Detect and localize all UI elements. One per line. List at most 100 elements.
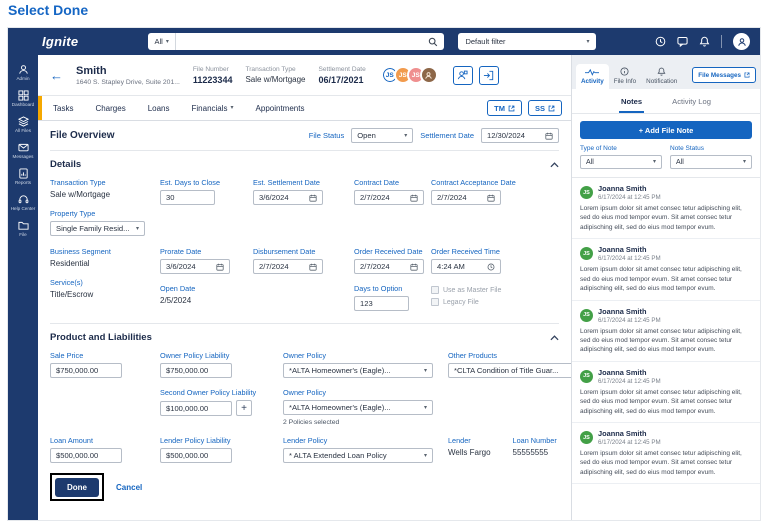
product-section-header: Product and Liabilities xyxy=(50,324,559,345)
calendar-icon xyxy=(487,194,495,202)
sidebar-item-all-files[interactable]: All Files xyxy=(8,116,38,133)
tab-file-info[interactable]: File Info xyxy=(609,63,641,89)
tab-tasks[interactable]: Tasks xyxy=(53,103,74,113)
note-card[interactable]: JS Joanna Smith 6/17/2024 at 12:45 PM Lo… xyxy=(572,178,760,240)
settlement-date-block: Settlement Date 06/17/2021 xyxy=(318,65,366,85)
sidebar-item-reports[interactable]: Reports xyxy=(8,168,38,185)
type-of-note-select[interactable]: All ▾ xyxy=(580,155,662,169)
add-policy-button[interactable]: + xyxy=(236,400,252,416)
tab-loans[interactable]: Loans xyxy=(147,103,170,113)
note-card[interactable]: JS Joanna Smith 6/17/2024 at 12:45 PM Lo… xyxy=(572,301,760,362)
page-title: File Overview xyxy=(50,130,115,141)
chevron-up-icon[interactable] xyxy=(550,334,559,341)
exit-file-button[interactable] xyxy=(478,65,499,85)
est-settlement-date-input[interactable]: 3/6/2024 xyxy=(253,190,323,205)
assign-contact-button[interactable] xyxy=(452,65,473,85)
order-received-date-input[interactable]: 2/7/2024 xyxy=(354,259,424,274)
subtab-activity-log[interactable]: Activity Log xyxy=(672,97,711,106)
tm-button[interactable]: TM xyxy=(487,100,522,116)
done-button[interactable]: Done xyxy=(55,478,99,497)
sidebar-item-dashboard[interactable]: Dashboard xyxy=(8,90,38,107)
sidebar-item-help-center[interactable]: Help Center xyxy=(8,194,38,211)
checkbox-box xyxy=(431,298,439,306)
search-icon[interactable] xyxy=(428,37,444,47)
add-file-note-button[interactable]: + Add File Note xyxy=(580,121,752,139)
clock-icon[interactable] xyxy=(655,36,666,47)
disbursement-date-input[interactable]: 2/7/2024 xyxy=(253,259,323,274)
headset-icon xyxy=(18,194,29,205)
days-to-option-input[interactable]: 123 xyxy=(354,296,409,311)
tab-charges[interactable]: Charges xyxy=(95,103,126,113)
transaction-type-block: Transaction Type Sale w/Mortgage xyxy=(245,66,306,84)
ignite-app-window: Ignite All ▾ Default filter ▾ xyxy=(8,28,760,520)
note-timestamp: 6/17/2024 at 12:45 PM xyxy=(598,439,661,447)
field-prorate-date: Prorate Date 3/6/2024 Open Date 2/5/2024 xyxy=(160,247,253,311)
field-owner-policy: Owner Policy *ALTA Homeowner's (Eagle)..… xyxy=(283,351,448,378)
sidebar-item-messages[interactable]: Messages xyxy=(8,142,38,159)
sale-price-input[interactable]: $750,000.00 xyxy=(50,363,122,378)
other-products-select[interactable]: *CLTA Condition of Title Guar... ▾ xyxy=(448,363,571,378)
chat-icon[interactable] xyxy=(677,36,688,47)
details-grid: Transaction Type Sale w/Mortgage Propert… xyxy=(50,172,559,324)
owner-policy-liability-input[interactable]: $750,000.00 xyxy=(160,363,232,378)
ss-button[interactable]: SS xyxy=(527,100,562,116)
legacy-file-checkbox[interactable]: Legacy File xyxy=(431,298,559,306)
dashboard-icon xyxy=(17,90,29,101)
app-body: Admin Dashboard All Files Messages Repor… xyxy=(8,55,760,520)
overview-settlement-date-input[interactable]: 12/30/2024 xyxy=(481,128,559,143)
file-messages-button[interactable]: File Messages xyxy=(692,67,756,83)
note-status-select[interactable]: All ▾ xyxy=(670,155,752,169)
contract-date-input[interactable]: 2/7/2024 xyxy=(354,190,424,205)
note-card[interactable]: JS Joanna Smith 6/17/2024 at 12:45 PM Lo… xyxy=(572,239,760,301)
lender-policy-select[interactable]: * ALTA Extended Loan Policy ▾ xyxy=(283,448,433,463)
avatar-photo[interactable] xyxy=(419,66,438,84)
cancel-link[interactable]: Cancel xyxy=(116,482,143,492)
contract-acceptance-date-input[interactable]: 2/7/2024 xyxy=(431,190,501,205)
back-arrow-button[interactable]: ← xyxy=(50,67,63,83)
note-avatar: JS xyxy=(580,369,593,383)
chevron-up-icon[interactable] xyxy=(550,161,559,168)
file-status-select[interactable]: Open ▾ xyxy=(351,128,414,143)
subtab-notes[interactable]: Notes xyxy=(619,94,645,113)
notes-card: Notes Activity Log + Add File Note Type … xyxy=(572,89,760,520)
note-avatar: JS xyxy=(580,247,593,261)
calendar-icon xyxy=(309,194,317,202)
chevron-down-icon: ▾ xyxy=(423,452,427,459)
chevron-down-icon: ▾ xyxy=(742,159,746,165)
user-avatar[interactable] xyxy=(733,33,750,50)
note-card[interactable]: JS Joanna Smith 6/17/2024 at 12:45 PM Lo… xyxy=(572,362,760,424)
ignite-logo: Ignite xyxy=(42,34,79,49)
use-master-file-checkbox[interactable]: Use as Master File xyxy=(431,286,559,294)
activity-pulse-icon xyxy=(585,68,600,76)
search-input[interactable] xyxy=(175,33,429,50)
chevron-down-icon: ▾ xyxy=(165,38,169,45)
prorate-date-input[interactable]: 3/6/2024 xyxy=(160,259,230,274)
sidebar-item-admin[interactable]: Admin xyxy=(8,64,38,81)
tab-activity[interactable]: Activity xyxy=(576,64,609,89)
loan-amount-input[interactable]: $500,000.00 xyxy=(50,448,122,463)
bell-icon[interactable] xyxy=(699,36,710,47)
lender-policy-liability-input[interactable]: $500,000.00 xyxy=(160,448,232,463)
second-owner-liability-input[interactable]: $100,000.00 xyxy=(160,400,232,416)
notes-list[interactable]: JS Joanna Smith 6/17/2024 at 12:45 PM Lo… xyxy=(572,177,760,520)
header-actions xyxy=(452,65,499,85)
note-author: Joanna Smith xyxy=(598,306,647,316)
tab-appointments[interactable]: Appointments xyxy=(255,103,305,113)
sidebar-item-file[interactable]: File xyxy=(8,220,38,237)
note-card[interactable]: JS Joanna Smith 6/17/2024 at 12:45 PM Lo… xyxy=(572,423,760,485)
note-timestamp: 6/17/2024 at 12:45 PM xyxy=(598,316,661,324)
tab-notification[interactable]: Notification xyxy=(641,63,682,89)
order-received-time-input[interactable]: 4:24 AM xyxy=(431,259,501,274)
est-days-input[interactable]: 30 xyxy=(160,190,215,205)
field-lender: Lender Wells Fargo xyxy=(448,436,491,457)
tab-financials[interactable]: Financials ▾ xyxy=(191,103,234,113)
search-scope-select[interactable]: All ▾ xyxy=(148,33,176,50)
note-author: Joanna Smith xyxy=(598,245,647,255)
property-type-select[interactable]: Single Family Resid... ▾ xyxy=(50,221,145,236)
default-filter-select[interactable]: Default filter ▾ xyxy=(458,33,597,50)
file-overview-content: File Overview File Status Open ▾ Settlem… xyxy=(38,121,571,520)
owner-policy-select[interactable]: *ALTA Homeowner's (Eagle)... ▾ xyxy=(283,363,433,378)
field-order-received-date: Order Received Date 2/7/2024 Days to Opt… xyxy=(354,247,431,311)
tabbar-actions: TM SS xyxy=(487,100,571,116)
owner-policy-2-select[interactable]: *ALTA Homeowner's (Eagle)... ▾ xyxy=(283,400,433,415)
